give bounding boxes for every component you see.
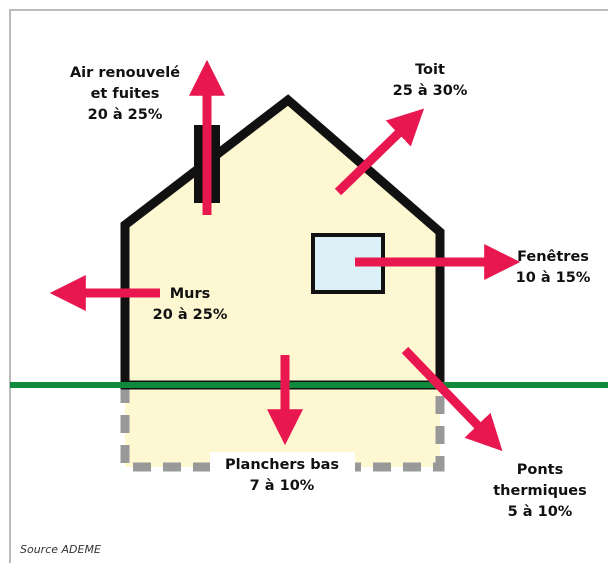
loss-label: 20 à 25% (153, 307, 228, 323)
loss-label: Planchers bas (225, 457, 339, 473)
loss-label: et fuites (91, 86, 160, 102)
loss-label: 20 à 25% (88, 107, 163, 123)
loss-label: 5 à 10% (508, 504, 573, 520)
loss-label: 7 à 10% (250, 478, 315, 494)
source: Source ADEME (20, 543, 101, 556)
loss-label: Air renouvelé (70, 65, 180, 81)
loss-label: Murs (170, 286, 211, 302)
loss-label: Toit (415, 62, 445, 78)
loss-label: 25 à 30% (393, 83, 468, 99)
diagram: Source ADEME Air renouvelé et fuites 20 à … (0, 0, 608, 563)
loss-label: Ponts (517, 462, 563, 478)
loss-label: Fenêtres (517, 249, 589, 265)
loss-label: thermiques (493, 483, 587, 499)
loss-label: 10 à 15% (516, 270, 591, 286)
